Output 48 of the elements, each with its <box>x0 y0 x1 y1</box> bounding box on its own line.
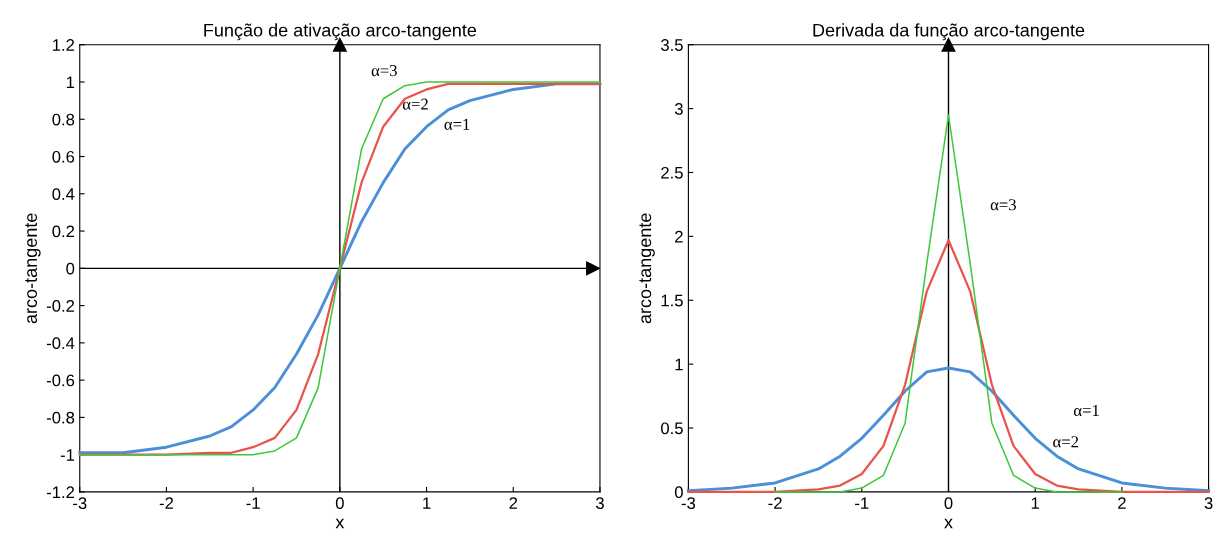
y-tick-label: -0.4 <box>46 337 75 350</box>
chart-title: Função de ativação arco-tangente <box>204 23 477 41</box>
x-tick-label: 3 <box>1204 497 1213 510</box>
x-tick-label: -1 <box>855 497 869 509</box>
y-tick-label: 0.2 <box>52 225 75 238</box>
x-tick-label: 3 <box>595 497 604 510</box>
y-tick-label: 0.6 <box>52 150 75 163</box>
x-tick-label: -2 <box>159 497 174 509</box>
y-tick-label: 0.4 <box>52 188 75 200</box>
y-tick-label: 0.8 <box>52 113 75 126</box>
y-tick-label: -1.2 <box>46 486 75 498</box>
x-tick-label: 1 <box>1031 497 1040 509</box>
y-tick-label: -1 <box>60 449 75 461</box>
x-tick-label: -3 <box>681 497 696 510</box>
x-tick-label: 1 <box>423 497 431 509</box>
y-tick-label: -0.8 <box>46 411 75 424</box>
y-tick-label: 0.5 <box>661 422 683 435</box>
x-tick-label: 2 <box>1118 497 1126 509</box>
x-tick-label: -2 <box>768 497 782 509</box>
annotation: α=2 <box>1053 436 1079 448</box>
x-tick-label: 0 <box>944 497 953 510</box>
annotation: α=3 <box>990 199 1016 211</box>
x-axis-title: x <box>335 518 345 529</box>
x-axis-title: x <box>944 518 953 529</box>
line-series <box>774 114 1123 493</box>
y-axis-title: arco-tangente <box>639 213 655 324</box>
x-tick-label: -3 <box>73 497 87 510</box>
annotation: α=3 <box>371 64 397 77</box>
y-tick-label: 1.2 <box>53 39 75 51</box>
y-tick-label: 2 <box>675 230 683 243</box>
y-tick-label: 3.5 <box>661 39 683 51</box>
y-tick-label: 1 <box>675 358 683 371</box>
annotation: α=2 <box>402 98 428 110</box>
y-tick-label: 3 <box>674 103 683 115</box>
y-tick-label: -0.6 <box>46 374 75 387</box>
y-tick-label: 0 <box>674 486 683 499</box>
y-tick-label: 1.5 <box>661 294 683 307</box>
x-tick-label: 2 <box>509 497 518 509</box>
y-tick-label: 1 <box>66 76 75 89</box>
y-tick-label: -0.2 <box>46 299 75 312</box>
y-tick-label: 0 <box>66 262 75 275</box>
annotation: α=1 <box>1073 404 1099 417</box>
y-axis-title: arco-tangente <box>25 213 41 324</box>
x-tick-label: 0 <box>335 497 344 510</box>
chart-title: Derivada da função arco-tangente <box>813 23 1085 41</box>
y-tick-label: 2.5 <box>661 166 683 179</box>
x-tick-label: -1 <box>246 497 260 509</box>
annotation: α=1 <box>444 118 470 130</box>
